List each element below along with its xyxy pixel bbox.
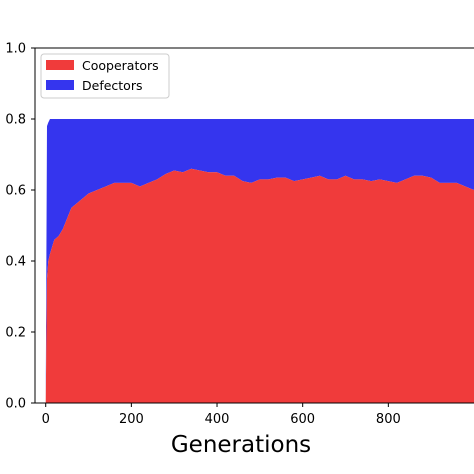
y-tick-label: 0.8 — [5, 113, 26, 128]
x-tick-label: 200 — [119, 412, 144, 427]
x-tick-label: 600 — [290, 412, 315, 427]
area-cooperators — [45, 168, 474, 403]
y-ticks: 0.0 0.2 0.4 0.6 0.8 1.0 — [5, 42, 35, 412]
area-defectors — [45, 119, 474, 403]
y-tick-label: 0.6 — [5, 184, 26, 199]
y-tick-label: 0.0 — [5, 397, 26, 412]
axes — [34, 47, 474, 404]
y-tick-label: 0.4 — [5, 255, 26, 270]
x-tick-label: 800 — [376, 412, 401, 427]
legend-swatch-cooperators — [46, 60, 74, 70]
legend-label-defectors: Defectors — [82, 78, 142, 93]
legend: Cooperators Defectors — [40, 53, 170, 99]
x-axis-title: Generations — [171, 432, 311, 458]
plot-areas — [45, 119, 474, 403]
x-tick-label: 400 — [205, 412, 230, 427]
legend-swatch-defectors — [46, 80, 74, 90]
x-ticks: 0 200 400 600 800 — [42, 403, 401, 427]
x-tick-label: 0 — [42, 412, 50, 427]
legend-label-cooperators: Cooperators — [82, 58, 159, 73]
y-tick-label: 0.2 — [5, 326, 26, 341]
y-tick-label: 1.0 — [5, 42, 26, 57]
